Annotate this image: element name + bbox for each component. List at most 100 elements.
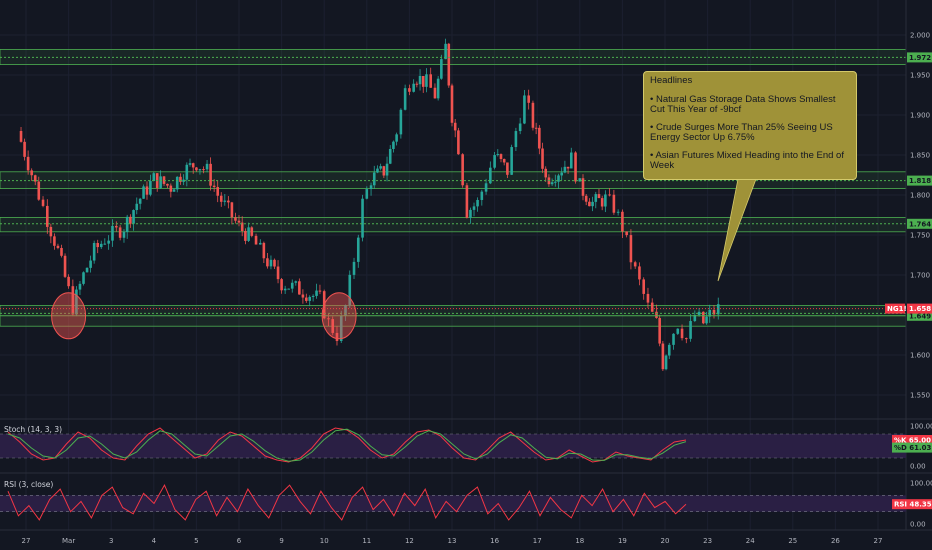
candle-body <box>280 279 283 291</box>
candle-body <box>335 332 339 341</box>
candle-body <box>531 102 535 128</box>
headlines-box[interactable]: Headlines • Natural Gas Storage Data Sho… <box>643 71 857 180</box>
indicator-band-fill <box>0 434 906 458</box>
candle-body <box>273 259 276 267</box>
time-tick: 20 <box>661 537 670 545</box>
price-axis[interactable]: 2.000 1.950 1.900 1.850 1.800 1.750 1.700 1.600… <box>910 32 930 400</box>
candle-body <box>71 286 75 315</box>
price-tick: 1.550 <box>910 392 930 400</box>
candle-body <box>145 186 149 195</box>
time-tick: Mar <box>62 537 75 545</box>
candle-body <box>138 198 142 204</box>
candle-body <box>301 294 305 298</box>
time-tick: 5 <box>194 537 198 545</box>
candle-body <box>484 183 488 192</box>
candle-body <box>629 235 633 263</box>
candle-body <box>642 279 645 294</box>
price-levels[interactable] <box>0 56 906 317</box>
candle-body <box>541 148 544 169</box>
candle-body <box>399 109 403 135</box>
candle-body <box>172 189 176 192</box>
candle-body <box>604 194 607 207</box>
candle-body <box>352 261 356 275</box>
candle-body <box>661 343 665 370</box>
candle-body <box>554 181 557 183</box>
candle-body <box>185 164 189 180</box>
candle-body <box>447 43 451 86</box>
level-badge-bg <box>907 175 932 186</box>
candles[interactable] <box>19 38 720 371</box>
candle-body <box>198 169 202 171</box>
candle-body <box>557 175 560 182</box>
candle-body <box>135 203 139 211</box>
candle-body <box>712 309 716 315</box>
candle-body <box>489 167 492 184</box>
candle-body <box>142 186 145 199</box>
candle-body <box>621 211 624 232</box>
price-tick: 1.750 <box>910 232 930 240</box>
candle-body <box>356 237 360 262</box>
time-tick: 24 <box>746 537 755 545</box>
candle-body <box>175 176 179 190</box>
candle-body <box>395 134 398 142</box>
candle-body <box>223 200 227 202</box>
candle-body <box>308 296 312 301</box>
candle-body <box>290 282 294 289</box>
support-resistance-zone <box>0 216 907 233</box>
candle-body <box>465 185 469 218</box>
candle-body <box>129 216 132 224</box>
candle-body <box>212 185 216 188</box>
candle-body <box>318 290 322 292</box>
candle-body <box>298 281 301 295</box>
stoch-d-badge: %D 61.03 <box>894 444 932 452</box>
time-tick: 23 <box>703 537 712 545</box>
candle-body <box>99 243 103 248</box>
indicator-line-pct-d <box>7 428 687 462</box>
candle-body <box>115 225 118 228</box>
highlight-circle <box>321 292 357 340</box>
level-badge: 1.818 <box>909 177 931 185</box>
candle-body <box>63 255 67 277</box>
candle-body <box>195 167 198 171</box>
candle-body <box>247 227 250 241</box>
candle-body <box>716 304 720 315</box>
candle-body <box>125 216 129 233</box>
candle-body <box>30 170 33 176</box>
candle-body <box>415 83 419 85</box>
candle-body <box>230 202 234 218</box>
stoch-title: Stoch (14, 3, 3) <box>4 425 62 434</box>
candle-body <box>89 260 92 268</box>
level-badge-bg <box>907 218 932 229</box>
candle-body <box>496 154 500 156</box>
headline-item-3: • Asian Futures Mixed Heading into the E… <box>650 150 844 171</box>
rsi-pane[interactable]: 100.00 0.00 RSI 48.35 <box>0 480 932 529</box>
candle-body <box>240 222 244 231</box>
time-axis[interactable]: 27 Mar 3 4 5 6 9 10 11 12 13 16 17 18 19 20 23 24 25 26 27 <box>22 537 883 545</box>
level-badge: 1.764 <box>909 220 931 228</box>
candle-body <box>425 74 428 87</box>
candle-body <box>392 141 395 149</box>
candle-body <box>179 176 182 182</box>
candle-body <box>287 288 290 290</box>
indicator-tick: 100.00 <box>910 480 932 488</box>
candle-body <box>574 152 577 182</box>
candle-body <box>122 232 126 238</box>
candle-body <box>372 172 376 186</box>
candle-body <box>612 194 616 213</box>
stochastic-pane[interactable]: 100.00 0.00 %K 65.00%D 61.03 <box>0 423 932 471</box>
candle-body <box>457 130 460 155</box>
candle-body <box>376 168 379 173</box>
candle-body <box>476 199 479 207</box>
candle-body <box>388 148 392 164</box>
candle-body <box>361 198 364 238</box>
candle-body <box>594 194 598 202</box>
candle-body <box>702 311 705 324</box>
candle-body <box>269 259 273 267</box>
price-tick: 1.800 <box>910 192 930 200</box>
time-tick: 27 <box>22 537 31 545</box>
time-tick: 10 <box>320 537 329 545</box>
candle-body <box>294 281 298 283</box>
time-tick: 12 <box>405 537 414 545</box>
time-tick: 6 <box>237 537 242 545</box>
time-tick: 9 <box>279 537 283 545</box>
